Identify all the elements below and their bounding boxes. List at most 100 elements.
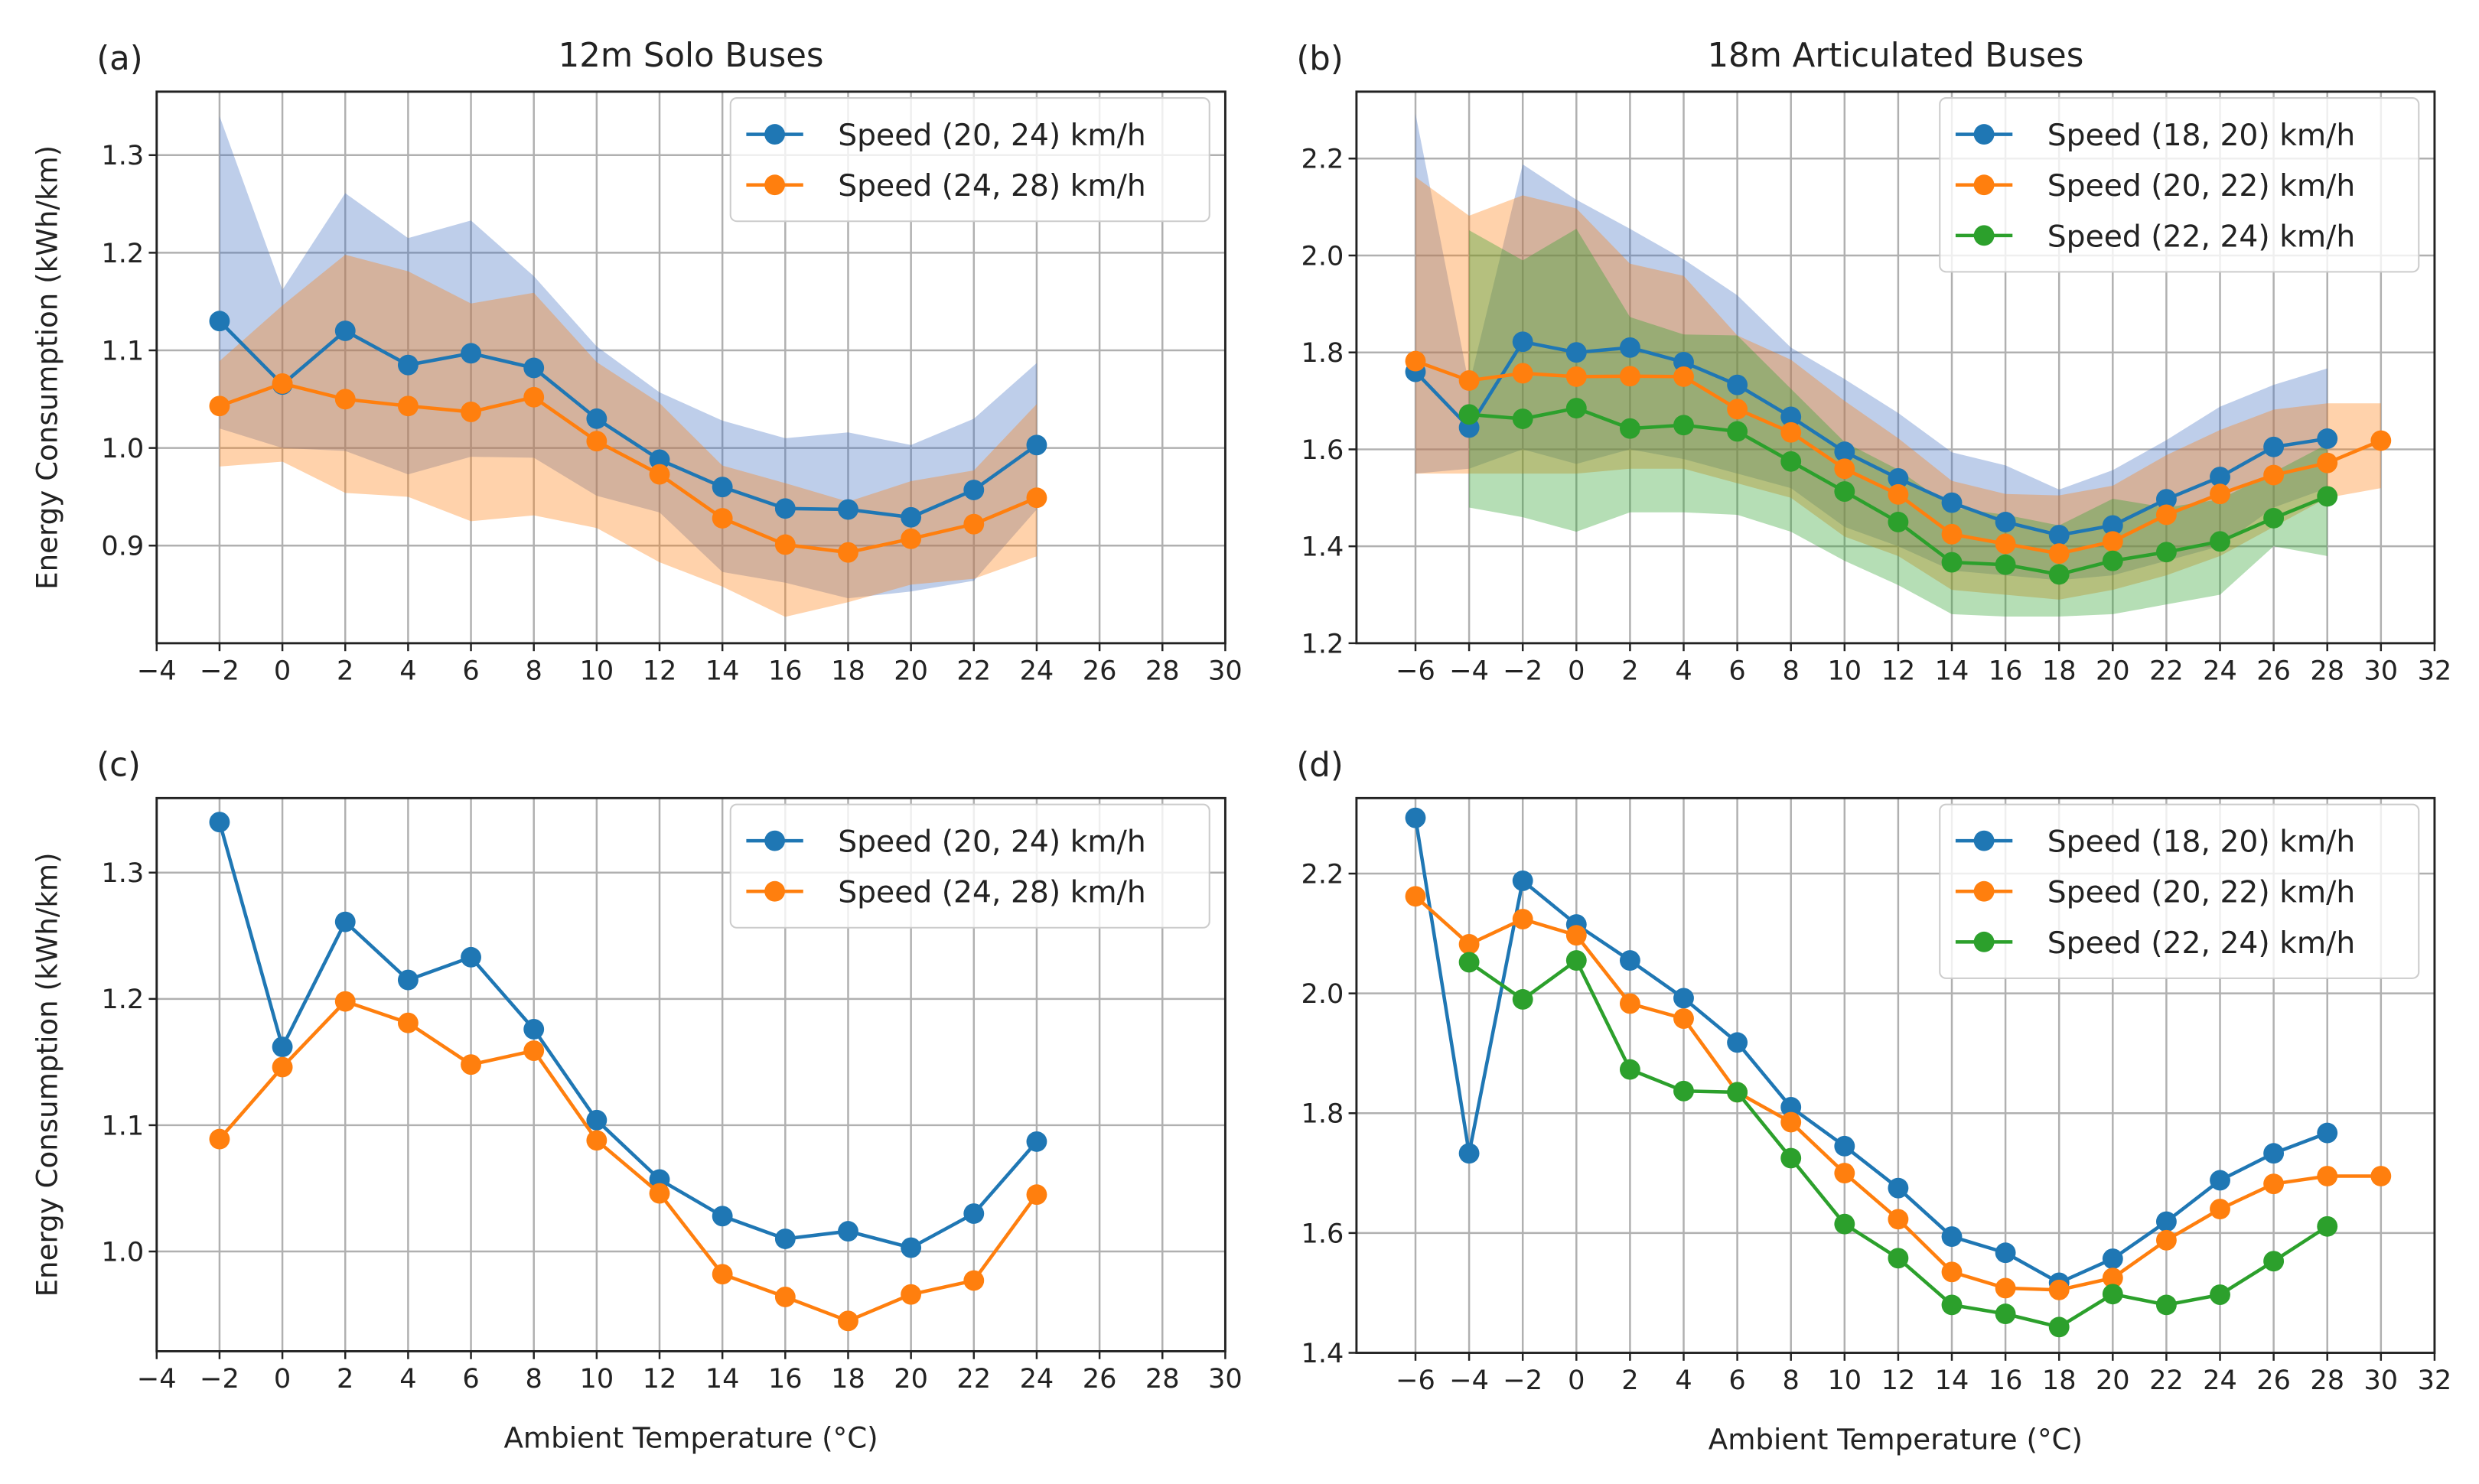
- data-point: [1888, 512, 1909, 532]
- legend-box: [729, 803, 1210, 929]
- data-point: [523, 1019, 545, 1040]
- panel-label: (a): [96, 40, 142, 78]
- data-point: [2048, 543, 2070, 565]
- x-tick-label: 0: [1568, 1365, 1585, 1396]
- y-tick-label: 1.4: [1301, 1338, 1344, 1369]
- data-point: [2263, 464, 2285, 486]
- data-point: [1834, 441, 1855, 463]
- data-point: [1673, 415, 1694, 436]
- y-tick-label: 2.2: [1301, 858, 1344, 890]
- x-tick-label: 8: [526, 1363, 542, 1395]
- x-tick-label: 4: [399, 655, 416, 686]
- data-point: [1619, 993, 1640, 1014]
- x-tick-label: 4: [399, 1363, 416, 1395]
- data-point: [838, 542, 858, 563]
- data-point: [209, 812, 230, 833]
- x-tick-label: 18: [2042, 1365, 2077, 1396]
- panel-label: (c): [96, 746, 141, 784]
- y-tick-label: 2.0: [1301, 240, 1344, 272]
- data-point: [397, 354, 419, 376]
- data-point: [1512, 331, 1533, 353]
- x-tick-label: 12: [643, 655, 677, 686]
- legend-marker: [764, 880, 786, 902]
- data-point: [1458, 933, 1480, 955]
- legend: Speed (20, 24) km/h Speed (24, 28) km/h: [729, 803, 1210, 929]
- x-tick-label: 30: [2363, 655, 2398, 686]
- x-tick-label: 30: [2363, 1365, 2398, 1396]
- legend-marker: [1973, 124, 1995, 145]
- data-point: [1780, 421, 1802, 443]
- legend-entry: Speed (20, 22) km/h: [2047, 169, 2356, 203]
- x-tick-label: 20: [894, 1363, 928, 1395]
- data-point: [774, 1287, 796, 1307]
- data-point: [334, 389, 356, 410]
- x-tick-label: 30: [1208, 655, 1243, 686]
- x-tick-label: 14: [1935, 655, 1969, 686]
- data-point: [1727, 1032, 1748, 1053]
- legend-marker: [1973, 830, 1995, 851]
- data-point: [1941, 1294, 1963, 1316]
- data-point: [2155, 1229, 2177, 1251]
- data-point: [1995, 533, 2016, 555]
- x-tick-label: 28: [1145, 655, 1180, 686]
- x-tick-label: 16: [1989, 655, 2023, 686]
- data-point: [1780, 451, 1802, 472]
- x-tick-label: 26: [2256, 1365, 2291, 1396]
- x-tick-label: 22: [2149, 1365, 2184, 1396]
- data-point: [1458, 1143, 1480, 1164]
- data-point: [1834, 1213, 1855, 1235]
- data-point: [712, 1264, 733, 1285]
- x-tick-label: 26: [2256, 655, 2291, 686]
- x-axis-label: Ambient Temperature (°C): [503, 1421, 878, 1454]
- y-tick-label: 0.9: [101, 531, 144, 562]
- legend-entry: Speed (22, 24) km/h: [2047, 926, 2356, 961]
- confidence-band: [219, 116, 1037, 599]
- data-point: [1941, 552, 1963, 573]
- legend-entry: Speed (18, 20) km/h: [2047, 825, 2356, 860]
- data-point: [712, 508, 733, 529]
- data-point: [1941, 1261, 1963, 1283]
- data-point: [2370, 1166, 2392, 1186]
- data-point: [1995, 512, 2016, 532]
- panel-c: −4 −2 0 2 4 6 8 10 12 14 16 18 20 22 24 26 28 301.01.11.2…: [31, 746, 1243, 1454]
- data-point: [272, 1056, 293, 1078]
- x-tick-label: 2: [1621, 1365, 1638, 1396]
- panel-b: −6 −4 −2 0 2 4 6 8 10 12 14 16 18 20 22 24 26 28 30 321.21.…: [1296, 37, 2451, 687]
- x-tick-label: 6: [1728, 1365, 1745, 1396]
- x-tick-label: 2: [337, 655, 353, 686]
- data-point: [1941, 492, 1963, 513]
- axes-frame: [1355, 796, 2436, 1354]
- y-tick-label: 1.1: [101, 335, 144, 366]
- data-point: [649, 1183, 670, 1204]
- data-point: [334, 321, 356, 341]
- x-tick-label: 8: [1783, 1365, 1800, 1396]
- data-point: [1888, 468, 1909, 489]
- panel-title: 18m Articulated Buses: [1707, 37, 2083, 75]
- data-point: [1941, 1226, 1963, 1248]
- x-tick-label: 12: [1881, 1365, 1916, 1396]
- x-tick-label: 2: [1621, 655, 1638, 686]
- data-point: [2263, 1173, 2285, 1195]
- data-point: [1405, 350, 1426, 372]
- data-point: [2370, 430, 2392, 451]
- x-tick-label: 30: [1208, 1363, 1243, 1395]
- legend: Speed (18, 20) km/h Speed (20, 22) km/h Sp…: [1939, 803, 2420, 979]
- data-point: [1565, 342, 1587, 363]
- series-line: [219, 382, 1038, 555]
- data-point: [774, 1229, 796, 1249]
- data-point: [2263, 507, 2285, 529]
- legend-entry: Speed (20, 24) km/h: [838, 119, 1146, 153]
- legend-entry: Speed (18, 20) km/h: [2047, 119, 2356, 153]
- x-tick-label: 0: [1568, 655, 1585, 686]
- data-point: [397, 395, 419, 417]
- x-tick-label: 6: [462, 655, 479, 686]
- data-point: [2317, 486, 2338, 507]
- data-point: [1834, 481, 1855, 502]
- data-point: [2048, 564, 2070, 585]
- axes-frame: [1355, 90, 2436, 645]
- data-point: [2102, 1284, 2123, 1305]
- data-point: [1458, 370, 1480, 391]
- x-tick-label: 0: [274, 655, 291, 686]
- data-point: [901, 1284, 922, 1305]
- x-tick-label: 4: [1675, 655, 1692, 686]
